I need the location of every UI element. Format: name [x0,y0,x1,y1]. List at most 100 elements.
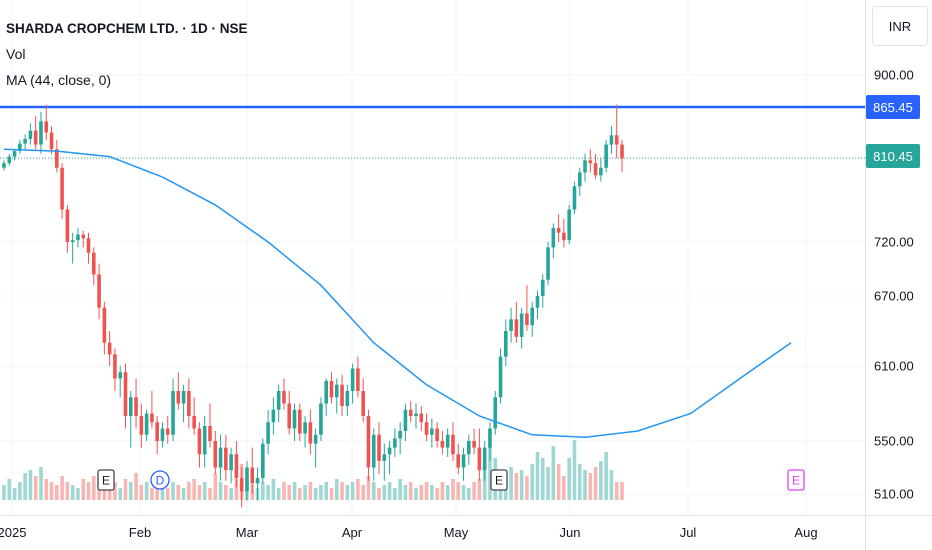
volume-bar [18,482,22,500]
legend-volume-row[interactable]: Vol [6,46,25,72]
candle-body [620,144,624,159]
candle-body [271,409,276,423]
price-tick: 900.00 [874,67,914,83]
candle-body [187,391,191,416]
event-marker-frame[interactable] [97,469,115,491]
volume-bar [197,485,202,500]
candle-body [139,416,144,435]
volume-bar [424,482,429,500]
volume-bar [562,476,566,500]
candle-body [81,234,86,239]
candle-body [245,467,249,492]
candle-body [435,428,439,441]
volume-bar [345,485,350,500]
volume-bar [356,479,360,500]
volume-bar [81,479,86,500]
volume-bar [530,464,535,500]
candle-body [583,160,587,173]
candle-body [297,409,302,434]
volume-bar [28,470,33,500]
volume-bar [292,482,297,500]
volume-bar [234,479,239,500]
event-marker-label[interactable]: E [792,474,800,488]
event-marker-frame[interactable] [490,469,508,491]
event-marker-frame[interactable] [787,469,805,491]
candle-body [150,413,154,423]
candle-body [292,409,297,429]
candle-body [519,313,524,337]
volume-bar [440,482,445,500]
candle-body [65,209,70,242]
volume-bar [70,485,75,500]
volume-indicator-label[interactable]: Vol [6,46,26,62]
volume-bar [366,476,371,500]
candle-body [18,143,22,152]
volume-bar [540,458,545,500]
currency-button[interactable]: INR [872,6,928,46]
volume-bar [107,485,112,500]
volume-bar [546,467,550,500]
dividend-marker[interactable]: D [150,470,170,490]
earnings-marker[interactable]: E [490,469,508,491]
candle-body [604,144,608,168]
volume-bar [609,470,614,500]
price-tick: 610.00 [874,358,914,374]
candle-body [55,149,59,168]
horizontal-line-price-badge: 865.45 [866,95,920,119]
ma-indicator-label[interactable]: MA (44, close, 0) [6,72,112,88]
volume-bar [577,464,582,500]
earnings-marker[interactable]: E [787,469,805,491]
volume-bar [567,458,571,500]
volume-bar [65,482,70,500]
candle-body [171,391,175,435]
volume-bar [350,482,355,500]
event-marker-label[interactable]: E [102,474,110,488]
candle-body [97,274,101,308]
candle-body [76,234,80,241]
volume-bar [519,470,524,500]
volume-bar [588,473,593,500]
candle-body [577,172,582,187]
volume-bar [414,488,418,500]
candle-body [197,428,202,455]
candle-body [250,467,255,484]
symbol-title[interactable]: SHARDA CROPCHEM LTD. · 1D · NSE [6,21,248,36]
earnings-marker[interactable]: E [97,469,115,491]
candle-body [408,409,413,416]
legend-symbol-row[interactable]: SHARDA CROPCHEM LTD. · 1D · NSE [6,20,248,46]
time-scale[interactable]: 2025 Feb Mar Apr May Jun Jul Aug [0,515,865,550]
chart-pane[interactable]: E D E E SHARDA CROPCHEM LTD. · 1D · NSE Vol… [0,0,865,515]
candle-body [70,240,75,242]
candle-body [176,391,181,404]
volume-bar [171,482,175,500]
volume-bar [2,485,6,500]
volume-bar [525,476,529,500]
price-tick: 510.00 [874,486,914,502]
event-marker-label[interactable]: E [495,474,503,488]
legend-ma-row[interactable]: MA (44, close, 0) [6,72,111,98]
candle-body [556,228,561,233]
volume-bar [224,485,228,500]
candle-body [329,381,334,398]
candle-body [118,372,123,379]
candle-body [308,422,313,444]
time-tick: 2025 [0,525,27,540]
candle-body [334,384,339,398]
event-marker-label[interactable]: D [156,474,165,488]
candle-body [234,454,239,479]
event-marker-frame[interactable] [150,470,170,490]
candle-body [33,130,38,145]
volume-bar [218,482,223,500]
candle-body [276,391,281,410]
volume-bar [419,485,424,500]
candle-body [319,403,323,435]
volume-bar [139,485,144,500]
volume-bar [113,482,117,500]
candle-body [414,413,418,416]
volume-bar [12,488,17,500]
price-tick: 720.00 [874,234,914,250]
candle-body [86,238,91,253]
candle-body [261,443,265,479]
price-scale[interactable]: INR 900.00 720.00 670.00 610.00 550.00 5… [865,0,932,515]
